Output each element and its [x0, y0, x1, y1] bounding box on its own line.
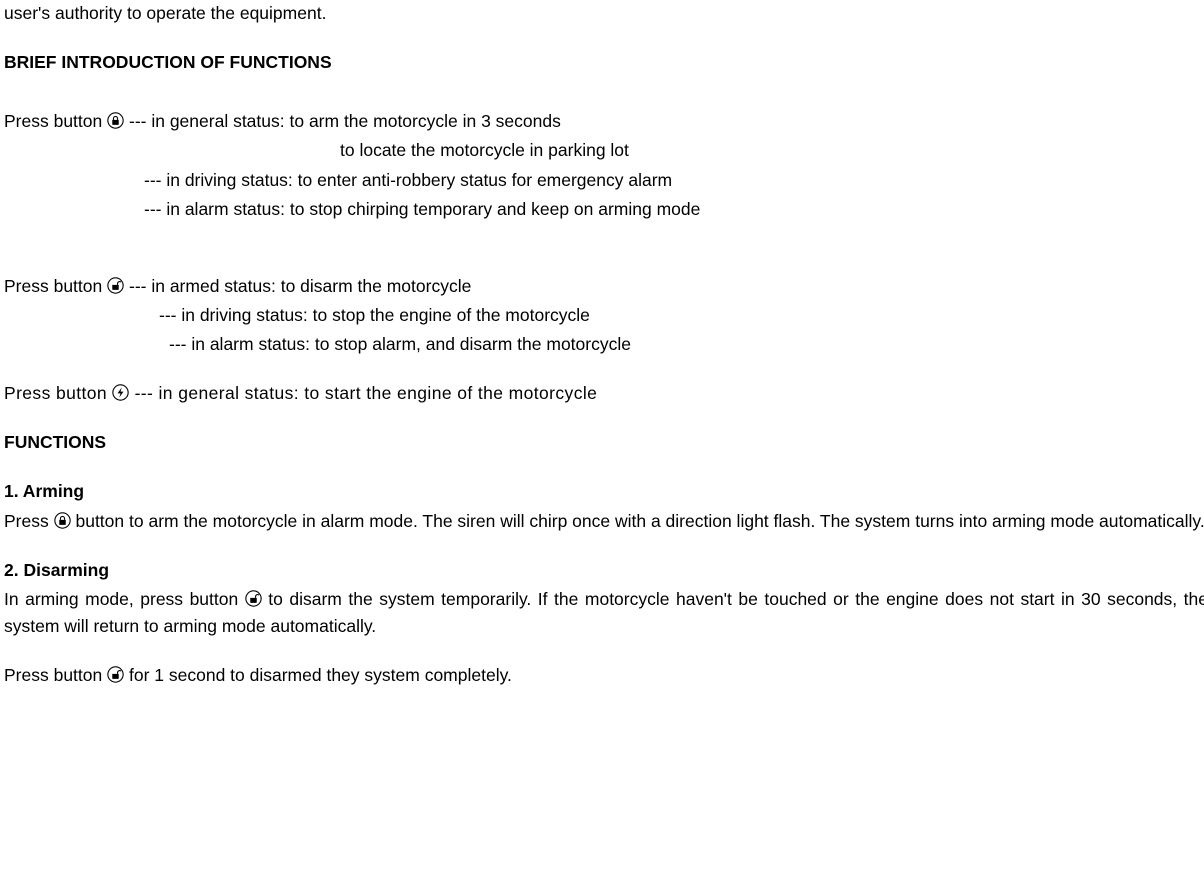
text-pre: In arming mode, press button [4, 589, 245, 609]
button-a-line2: to locate the motorcycle in parking lot [4, 137, 1204, 164]
unlock-icon [107, 666, 124, 683]
text-post: button to arm the motorcycle in alarm mo… [75, 511, 1204, 531]
text-lead: Press button [4, 276, 107, 296]
lock-icon [54, 512, 71, 529]
button-a-line1: Press button --- in general status: to a… [4, 108, 1204, 135]
unlock-icon [245, 590, 262, 607]
button-a-line4: --- in alarm status: to stop chirping te… [4, 196, 1204, 223]
bolt-icon [112, 384, 129, 401]
unlock-icon [107, 277, 124, 294]
button-b-line1: Press button --- in armed status: to dis… [4, 273, 1204, 300]
button-a-line3: --- in driving status: to enter anti-rob… [4, 167, 1204, 194]
text-rest: --- in armed status: to disarm the motor… [129, 276, 471, 296]
heading-functions: FUNCTIONS [4, 429, 1204, 456]
text-post: for 1 second to disarmed they system com… [129, 665, 512, 685]
section-2-body: In arming mode, press button to disarm t… [4, 586, 1204, 640]
lock-icon [107, 112, 124, 129]
text-lead: Press button [4, 111, 107, 131]
text-pre: Press [4, 511, 54, 531]
section-1-title: 1. Arming [4, 478, 1204, 505]
section-1-body: Press button to arm the motorcycle in al… [4, 508, 1204, 535]
text-lead: Press button [4, 383, 112, 403]
button-b-line2: --- in driving status: to stop the engin… [4, 302, 1204, 329]
text-pre: Press button [4, 665, 107, 685]
button-b-line3: --- in alarm status: to stop alarm, and … [4, 331, 1204, 358]
section-2-title: 2. Disarming [4, 557, 1204, 584]
heading-brief-intro: BRIEF INTRODUCTION OF FUNCTIONS [4, 49, 1204, 76]
text-rest: --- in general status: to start the engi… [135, 383, 598, 403]
button-c-line1: Press button --- in general status: to s… [4, 380, 1204, 407]
body-text: user's authority to operate the equipmen… [4, 0, 1204, 27]
text-rest: --- in general status: to arm the motorc… [129, 111, 561, 131]
section-3-body: Press button for 1 second to disarmed th… [4, 662, 1204, 689]
